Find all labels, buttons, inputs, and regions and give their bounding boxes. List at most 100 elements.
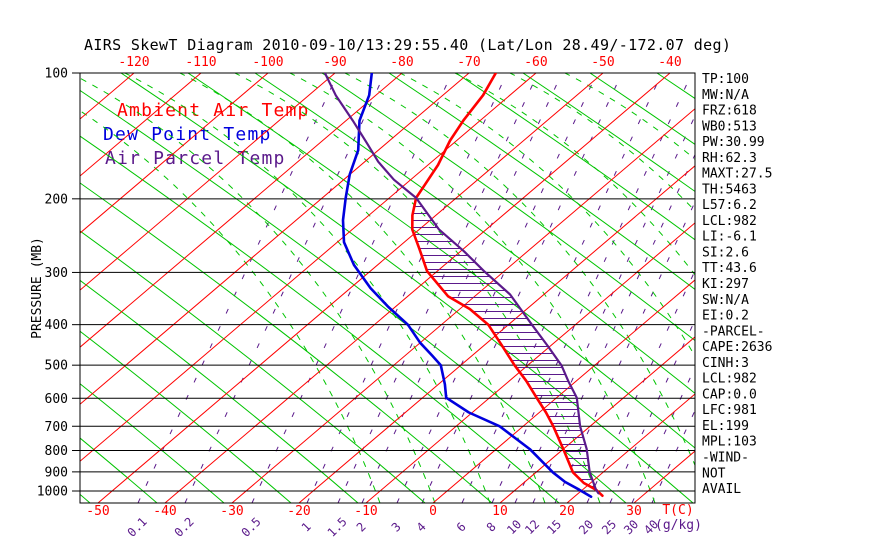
top-temp-tick-label: -50	[591, 55, 614, 70]
isotherm-line	[365, 222, 695, 503]
stat-line: TH:5463	[702, 182, 757, 197]
pressure-tick-label: 1000	[37, 485, 68, 500]
isotherm-line	[80, 73, 269, 234]
stat-line: LI:-6.1	[702, 230, 757, 245]
stat-line: WB0:513	[702, 119, 757, 134]
stat-line: CINH:3	[702, 356, 749, 371]
mixing-ratio-line	[137, 73, 339, 503]
bottom-temp-tick-label: -50	[86, 504, 109, 519]
isotherm-line	[432, 279, 695, 503]
top-temp-tick-label: -40	[658, 55, 681, 70]
top-temp-tick-label: -110	[185, 55, 216, 70]
moist-adiabat-line	[80, 77, 436, 503]
bottom-temp-tick-label: 10	[492, 504, 508, 519]
mixing-ratio-tick-label: 1.5	[325, 515, 350, 540]
dry-adiabat-line	[455, 73, 695, 241]
mixing-ratio-tick-label: 30	[621, 517, 641, 537]
dry-adiabat-line	[522, 73, 695, 193]
bottom-temp-tick-label: -40	[153, 504, 176, 519]
legend-air-parcel-temp: Air Parcel Temp	[105, 148, 286, 169]
dry-adiabat-line	[80, 330, 292, 503]
stat-line: NOT	[702, 466, 726, 481]
bottom-temp-tick-label: -20	[287, 504, 310, 519]
stat-line: RH:62.3	[702, 151, 757, 166]
plot-frame	[79, 72, 696, 504]
chart-title: AIRS SkewT Diagram 2010-09-10/13:29:55.4…	[84, 36, 732, 54]
isotherm-line	[298, 165, 695, 503]
stat-line: SI:2.6	[702, 245, 749, 260]
mixing-ratio-line	[396, 73, 598, 503]
mixing-ratio-tick-label: 20	[576, 517, 596, 537]
stat-line: MAXT:27.5	[702, 167, 772, 182]
stat-line: MPL:103	[702, 435, 757, 450]
mixing-ratio-tick-label: 1	[299, 520, 314, 535]
bottom-temp-tick-label: -30	[220, 504, 243, 519]
mixing-axis-unit-label: (g/kg)	[655, 518, 702, 533]
ambient-temp-curve	[410, 73, 604, 498]
mixing-ratio-tick-label: 4	[414, 520, 429, 535]
legend-dew-point-temp: Dew Point Temp	[103, 124, 272, 145]
moist-adiabat-line	[564, 73, 695, 160]
dry-adiabat-line	[254, 73, 695, 394]
dry-adiabat-line	[321, 73, 695, 342]
dry-adiabat-line	[80, 383, 225, 503]
pressure-tick-label: 400	[45, 318, 68, 333]
bottom-temp-tick-label: 0	[429, 504, 437, 519]
dry-adiabat-line	[120, 73, 694, 503]
mixing-ratio-line	[609, 319, 695, 503]
stat-line: TP:100	[702, 72, 749, 87]
mixing-ratio-line	[554, 200, 695, 503]
dry-adiabat-line	[80, 89, 627, 503]
isotherm-line	[80, 73, 202, 177]
stat-line: -WIND-	[702, 450, 749, 465]
stat-line: L57:6.2	[702, 198, 757, 213]
pressure-tick-label: 500	[45, 359, 68, 374]
dry-adiabat-line	[80, 182, 493, 503]
stat-line: CAP:0.0	[702, 387, 757, 402]
pressure-tick-label: 900	[45, 465, 68, 480]
pressure-tick-label: 100	[45, 67, 68, 82]
stat-line: LCL:982	[702, 372, 757, 387]
dry-adiabat-line	[388, 73, 695, 291]
stat-line: -PARCEL-	[702, 324, 765, 339]
mixing-ratio-tick-label: 2	[354, 520, 369, 535]
stat-line: SW:N/A	[702, 293, 749, 308]
isotherm-line	[80, 73, 403, 348]
mixing-ratio-tick-label: 15	[544, 517, 564, 537]
stat-line: MW:N/A	[702, 88, 749, 103]
isotherm-line	[80, 73, 470, 405]
stat-line: EL:199	[702, 419, 749, 434]
isotherm-line	[97, 73, 604, 503]
moist-adiabat-line	[399, 73, 695, 358]
top-temp-tick-label: -90	[323, 55, 346, 70]
legend-ambient-air-temp: Ambient Air Temp	[117, 100, 310, 121]
moist-adiabat-line	[454, 73, 695, 276]
isotherm-line	[566, 393, 695, 503]
stat-line: TT:43.6	[702, 261, 757, 276]
bottom-temp-tick-label: -10	[354, 504, 377, 519]
moist-adiabat-line	[509, 73, 695, 212]
isotherm-line	[80, 73, 336, 291]
pressure-tick-label: 200	[45, 192, 68, 207]
pressure-axis-title: PRESSURE (MB)	[30, 237, 45, 339]
stat-line: KI:297	[702, 277, 749, 292]
pressure-tick-label: 300	[45, 266, 68, 281]
top-temp-tick-label: -100	[252, 55, 283, 70]
dry-adiabat-line	[80, 493, 91, 503]
moist-adiabat-line	[80, 110, 381, 503]
bottom-temp-tick-label: 20	[559, 504, 575, 519]
dry-adiabat-line	[80, 135, 560, 503]
pressure-tick-label: 600	[45, 392, 68, 407]
mixing-ratio-line	[337, 73, 539, 503]
top-temp-tick-label: -70	[457, 55, 480, 70]
temp-axis-unit-label: T(C)	[662, 503, 693, 518]
mixing-ratio-tick-label: 6	[454, 520, 469, 535]
moist-adiabat-line	[289, 73, 656, 503]
stats-column: TP:100MW:N/AFRZ:618WB0:513PW:30.99RH:62.…	[702, 72, 772, 497]
top-temp-tick-label: -60	[524, 55, 547, 70]
mixing-ratio-line	[421, 73, 623, 503]
dry-adiabat-line	[80, 230, 426, 503]
pressure-tick-label: 800	[45, 444, 68, 459]
mixing-ratio-tick-label: 3	[389, 520, 404, 535]
